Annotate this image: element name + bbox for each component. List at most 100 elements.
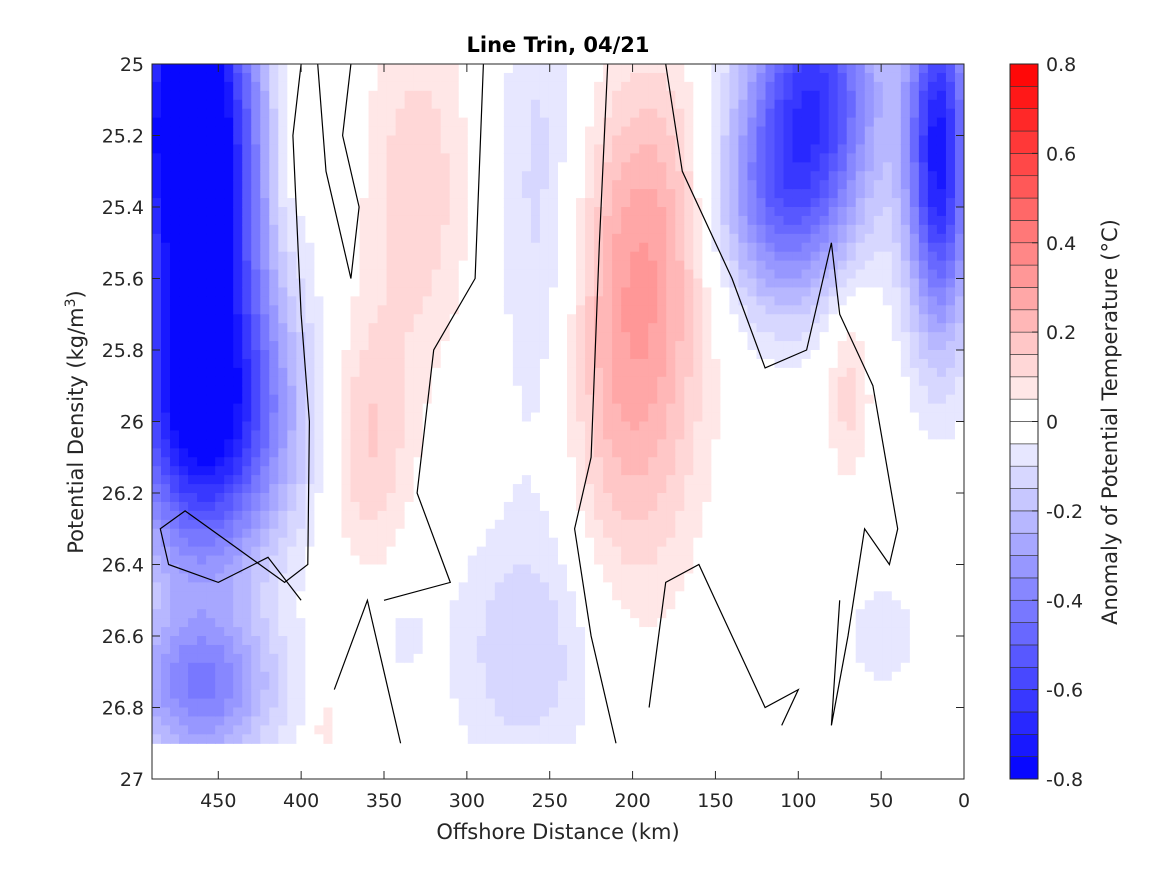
field-cell <box>395 627 406 637</box>
field-cell <box>314 537 325 548</box>
field-cell <box>188 305 198 315</box>
field-cell <box>377 493 388 503</box>
field-cell <box>224 251 234 262</box>
field-cell <box>170 233 180 244</box>
field-cell <box>359 305 370 315</box>
field-cell <box>287 636 297 646</box>
field-cell <box>368 600 379 610</box>
field-cell <box>395 117 406 128</box>
field-cell <box>585 367 595 378</box>
field-cell <box>215 582 225 592</box>
field-cell <box>386 323 397 333</box>
field-cell <box>467 403 478 414</box>
field-cell <box>170 251 180 262</box>
field-cell <box>684 698 694 709</box>
field-cell <box>657 564 667 575</box>
field-cell <box>521 421 532 432</box>
field-cell <box>179 484 189 494</box>
field-cell <box>188 546 198 557</box>
field-cell <box>738 430 749 440</box>
field-cell <box>621 207 631 217</box>
field-cell <box>494 662 505 673</box>
field-cell <box>188 618 198 628</box>
field-cell <box>332 251 343 262</box>
field-cell <box>449 126 460 137</box>
field-cell <box>603 117 613 128</box>
field-cell <box>269 287 279 297</box>
field-cell <box>594 519 604 530</box>
field-cell <box>729 162 740 172</box>
field-cell <box>485 725 496 735</box>
field-cell <box>224 323 234 333</box>
field-cell <box>170 135 180 146</box>
field-cell <box>720 269 731 280</box>
field-cell <box>639 484 649 494</box>
field-cell <box>675 162 685 172</box>
field-cell <box>585 64 595 74</box>
field-cell <box>576 734 586 744</box>
field-cell <box>720 385 731 396</box>
field-cell <box>188 653 198 664</box>
field-cell <box>395 260 406 271</box>
field-cell <box>431 528 442 539</box>
field-cell <box>314 484 325 494</box>
field-cell <box>539 519 550 530</box>
field-cell <box>242 689 252 700</box>
field-cell <box>161 367 171 378</box>
field-cell <box>314 519 325 530</box>
field-cell <box>215 618 225 628</box>
field-cell <box>350 153 361 163</box>
field-cell <box>567 198 577 208</box>
field-cell <box>503 510 514 521</box>
field-cell <box>314 528 325 539</box>
field-cell <box>675 260 685 271</box>
field-cell <box>386 412 397 423</box>
field-cell <box>188 341 198 351</box>
field-cell <box>161 224 171 235</box>
field-cell <box>440 126 451 137</box>
field-cell <box>503 582 514 592</box>
field-cell <box>152 189 162 199</box>
field-cell <box>503 501 514 512</box>
field-cell <box>530 198 541 208</box>
field-cell <box>567 117 577 128</box>
field-cell <box>639 207 649 217</box>
field-cell <box>729 323 740 333</box>
field-cell <box>377 233 388 244</box>
field-cell <box>648 207 658 217</box>
field-cell <box>161 394 171 405</box>
field-cell <box>215 457 225 467</box>
field-cell <box>558 385 568 396</box>
field-cell <box>179 680 189 691</box>
field-cell <box>503 627 514 637</box>
field-cell <box>603 385 613 396</box>
field-cell <box>179 260 189 271</box>
field-cell <box>161 403 171 414</box>
field-cell <box>639 242 649 253</box>
field-cell <box>630 224 640 235</box>
field-cell <box>576 627 586 637</box>
field-cell <box>648 162 658 172</box>
field-cell <box>251 564 261 575</box>
field-cell <box>170 457 180 467</box>
field-cell <box>404 153 415 163</box>
field-cell <box>179 224 189 235</box>
field-cell <box>467 385 478 396</box>
field-cell <box>729 224 740 235</box>
field-cell <box>377 510 388 521</box>
field-cell <box>386 555 397 566</box>
field-cell <box>368 627 379 637</box>
field-cell <box>603 618 613 628</box>
field-cell <box>170 609 180 619</box>
field-cell <box>521 251 532 262</box>
field-cell <box>233 644 243 655</box>
field-cell <box>350 600 361 610</box>
field-cell <box>179 207 189 217</box>
field-cell <box>440 385 451 396</box>
field-cell <box>422 189 433 199</box>
field-cell <box>440 636 451 646</box>
field-cell <box>567 332 577 342</box>
field-cell <box>621 600 631 610</box>
field-cell <box>485 296 496 306</box>
field-cell <box>413 636 424 646</box>
